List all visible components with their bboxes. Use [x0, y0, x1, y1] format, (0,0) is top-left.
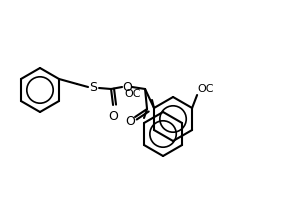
Text: O: O: [125, 114, 135, 127]
Text: O: O: [122, 81, 132, 94]
Text: S: S: [89, 81, 97, 94]
Text: O: O: [108, 110, 118, 123]
Text: OC: OC: [124, 89, 141, 99]
Text: OC: OC: [197, 84, 214, 94]
